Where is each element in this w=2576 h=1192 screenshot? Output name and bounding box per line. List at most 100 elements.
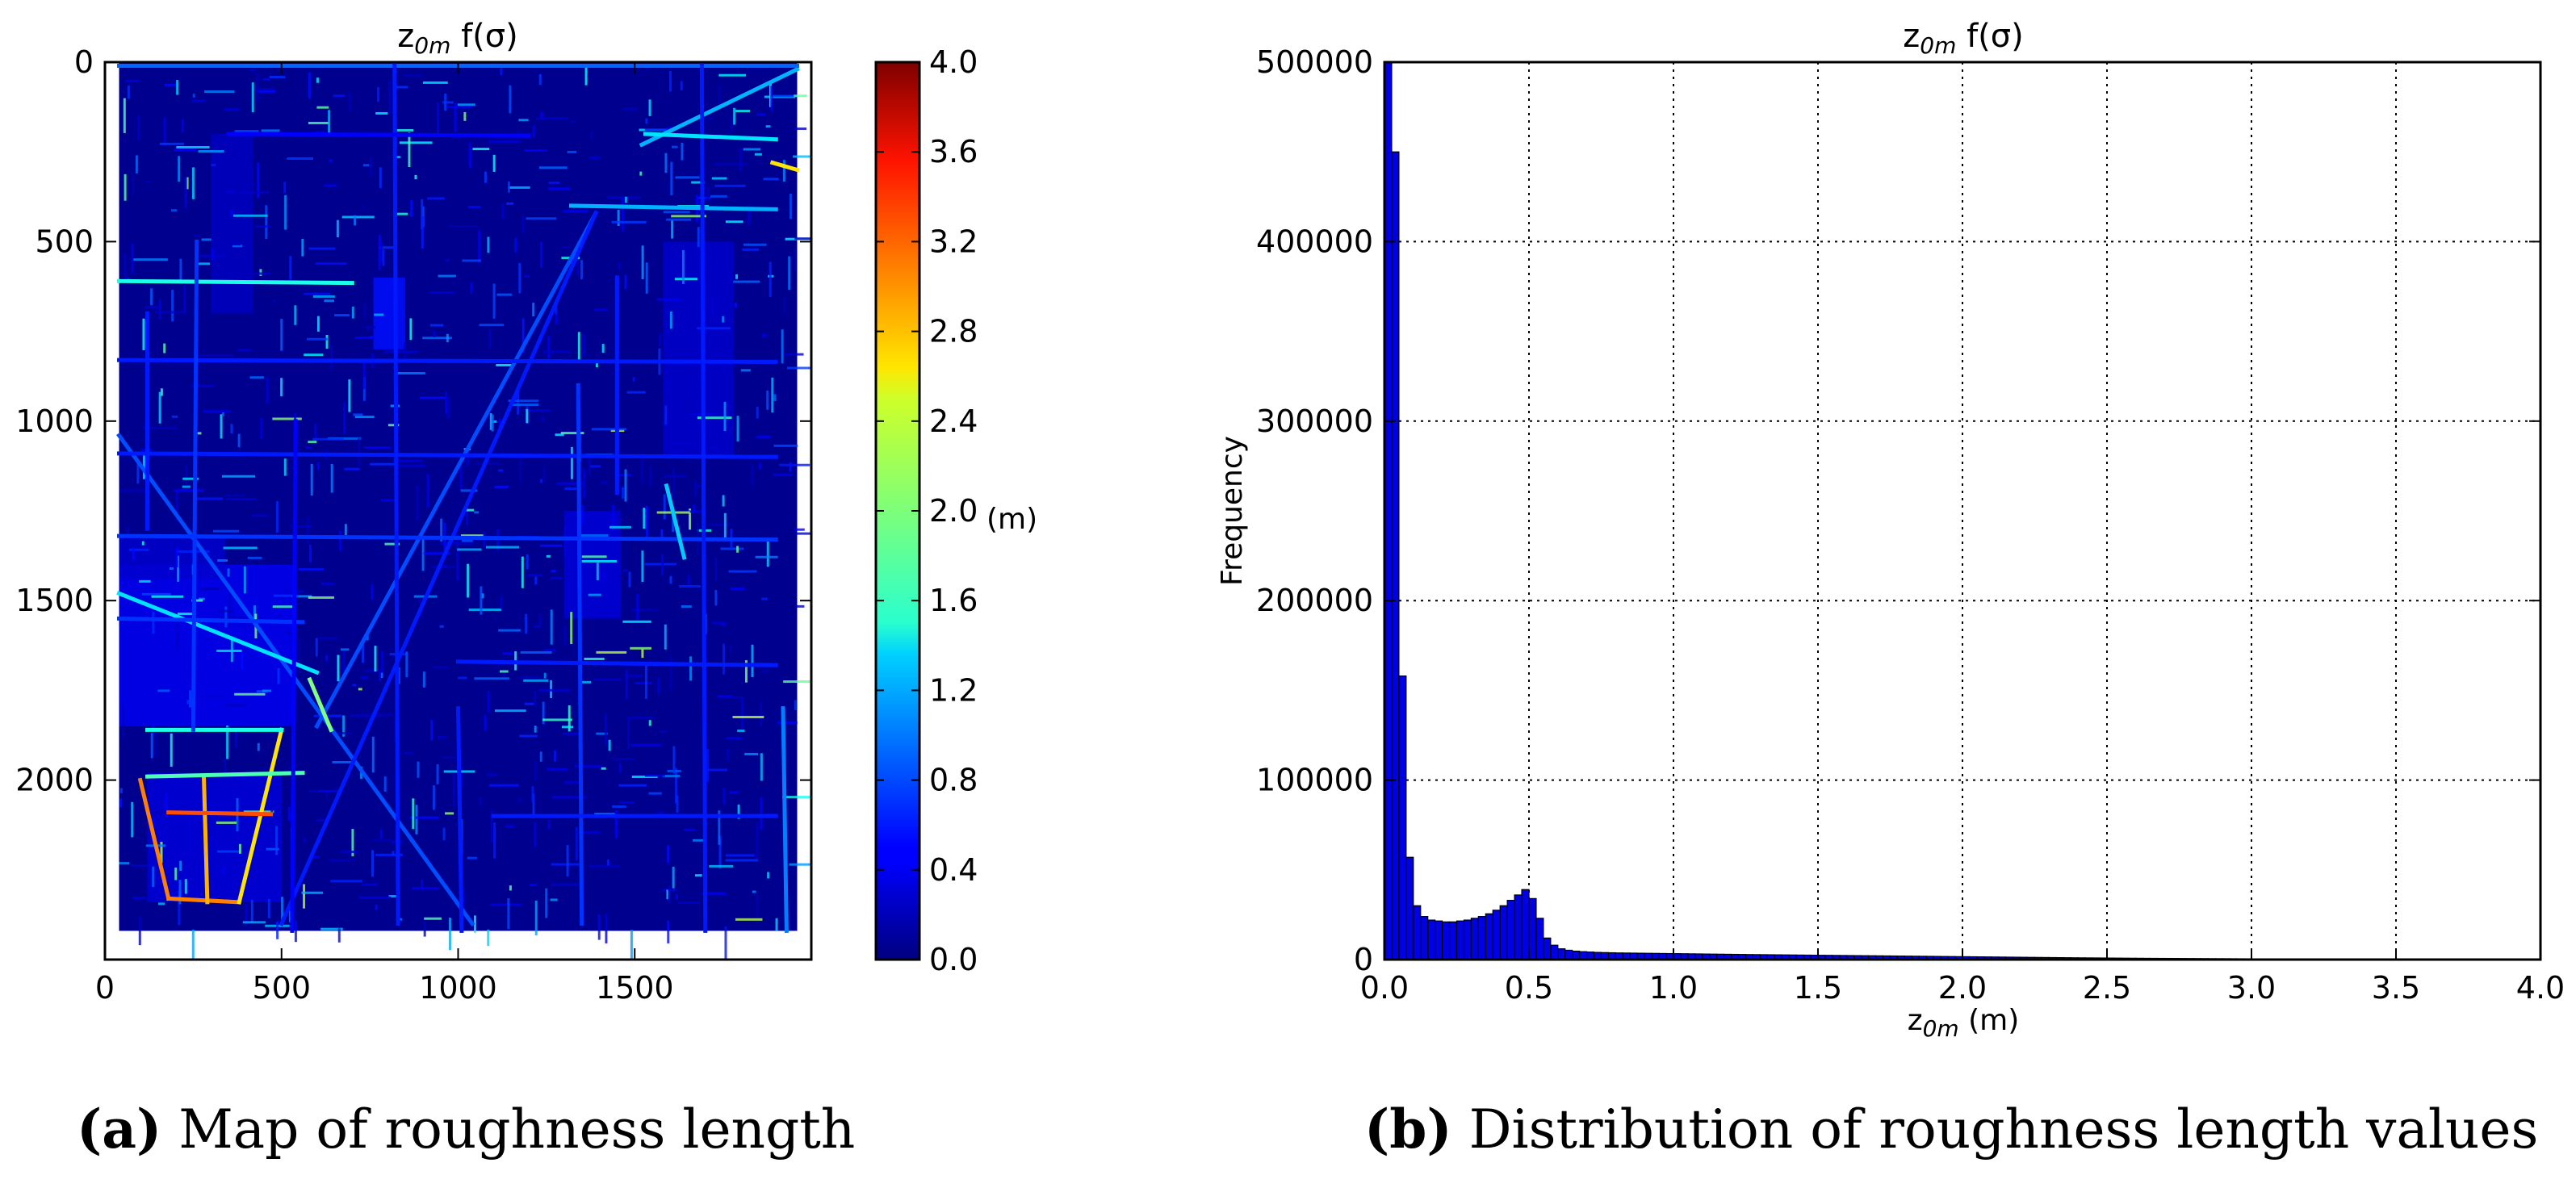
map-speckle xyxy=(756,113,766,116)
map-speckle xyxy=(298,638,301,674)
map-speckle xyxy=(325,793,329,798)
map-speckle xyxy=(128,548,149,551)
map-speckle xyxy=(619,801,635,804)
map-speckle xyxy=(379,246,396,249)
map-speckle xyxy=(589,864,620,868)
map-speckle xyxy=(455,533,459,563)
map-speckle xyxy=(681,399,692,402)
map-speckle xyxy=(726,749,729,761)
map-speckle xyxy=(500,670,509,673)
map-speckle xyxy=(519,675,542,679)
map-speckle xyxy=(150,733,153,759)
map-speckle xyxy=(460,534,484,537)
histogram-bar xyxy=(1413,905,1422,960)
map-speckle xyxy=(422,337,452,340)
map-speckle xyxy=(226,498,257,501)
map-speckle xyxy=(714,162,748,165)
map-speckle xyxy=(630,743,662,747)
map-speckle xyxy=(487,691,490,713)
map-speckle xyxy=(743,243,767,246)
map-speckle xyxy=(262,689,272,692)
map-speckle xyxy=(287,694,290,711)
map-speckle xyxy=(205,638,208,642)
map-speckle xyxy=(742,248,760,251)
map-speckle xyxy=(770,86,773,112)
map-speckle xyxy=(456,546,459,581)
map-speckle xyxy=(766,390,769,410)
map-speckle xyxy=(135,155,138,174)
map-title: z0m f(σ) xyxy=(397,18,517,59)
map-speckle xyxy=(247,556,262,559)
map-speckle xyxy=(730,117,733,132)
map-speckle xyxy=(779,463,810,466)
map-speckle xyxy=(480,586,483,615)
map-speckle xyxy=(481,593,484,599)
map-speckle xyxy=(188,820,191,856)
map-speckle xyxy=(256,690,268,693)
map-speckle xyxy=(241,625,254,629)
map-speckle xyxy=(478,230,481,264)
map-speckle xyxy=(364,326,376,329)
map-speckle xyxy=(594,308,608,312)
map-speckle xyxy=(667,920,670,943)
map-speckle xyxy=(395,86,408,89)
map-speckle xyxy=(725,854,755,857)
histogram-bar xyxy=(1557,948,1566,960)
map-speckle xyxy=(623,674,643,677)
map-speckle xyxy=(316,106,329,109)
map-speckle xyxy=(191,929,195,960)
map-speckle xyxy=(500,596,503,609)
map-speckle xyxy=(534,900,538,935)
map-speckle xyxy=(170,733,173,767)
map-speckle xyxy=(744,752,759,755)
map-speckle xyxy=(429,324,443,327)
map-speckle xyxy=(635,681,653,684)
map-speckle xyxy=(461,764,464,789)
map-speckle xyxy=(175,490,178,521)
map-speckle xyxy=(540,479,543,483)
map-speckle xyxy=(538,613,542,628)
map-speckle xyxy=(622,487,625,499)
map-speckle xyxy=(729,791,739,794)
map-speckle xyxy=(396,128,414,132)
map-speckle xyxy=(783,297,786,314)
map-speckle xyxy=(185,464,188,485)
map-speckle xyxy=(736,416,739,442)
map-speckle xyxy=(789,462,792,472)
map-speckle xyxy=(563,732,580,735)
map-speckle xyxy=(555,306,558,315)
map-speckle xyxy=(601,767,606,770)
map-speckle xyxy=(163,118,166,147)
map-speckle xyxy=(550,898,558,901)
map-speckle xyxy=(494,709,526,713)
histogram-bar xyxy=(1485,913,1493,960)
map-speckle xyxy=(132,897,146,900)
map-speckle xyxy=(581,504,584,524)
map-speckle xyxy=(216,821,237,824)
map-speckle xyxy=(672,746,676,774)
roughness-histogram-panel: z0m f(σ) 0.0 0.5 1.0 1.5 2.0 2.5 3.0 3.5 4.0 0 10… xyxy=(1216,18,2565,1042)
map-speckle xyxy=(308,596,334,599)
map-speckle xyxy=(718,810,721,845)
map-speckle xyxy=(484,714,487,731)
map-speckle xyxy=(338,530,341,551)
map-speckle xyxy=(125,79,140,82)
histogram-bar xyxy=(1521,889,1530,960)
colorbar: 0.0 0.4 0.8 1.2 1.6 2.0 2.4 2.8 3.2 3.6 4.0 (m) xyxy=(874,44,1037,977)
map-speckle xyxy=(726,737,743,740)
map-speckle xyxy=(519,734,538,738)
map-speckle xyxy=(496,293,513,296)
map-speckle xyxy=(440,518,443,542)
map-speckle xyxy=(232,245,243,248)
map-speckle xyxy=(648,720,651,726)
map-speckle xyxy=(224,606,228,628)
map-speckle xyxy=(767,872,770,879)
caption-b-text: Distribution of roughness length values xyxy=(1468,1098,2539,1161)
map-speckle xyxy=(582,468,585,499)
map-speckle xyxy=(555,433,564,437)
map-speckle xyxy=(150,288,153,306)
map-speckle xyxy=(457,676,467,680)
map-linear-feature xyxy=(392,62,400,926)
map-speckle xyxy=(543,672,547,679)
map-speckle xyxy=(626,716,655,719)
